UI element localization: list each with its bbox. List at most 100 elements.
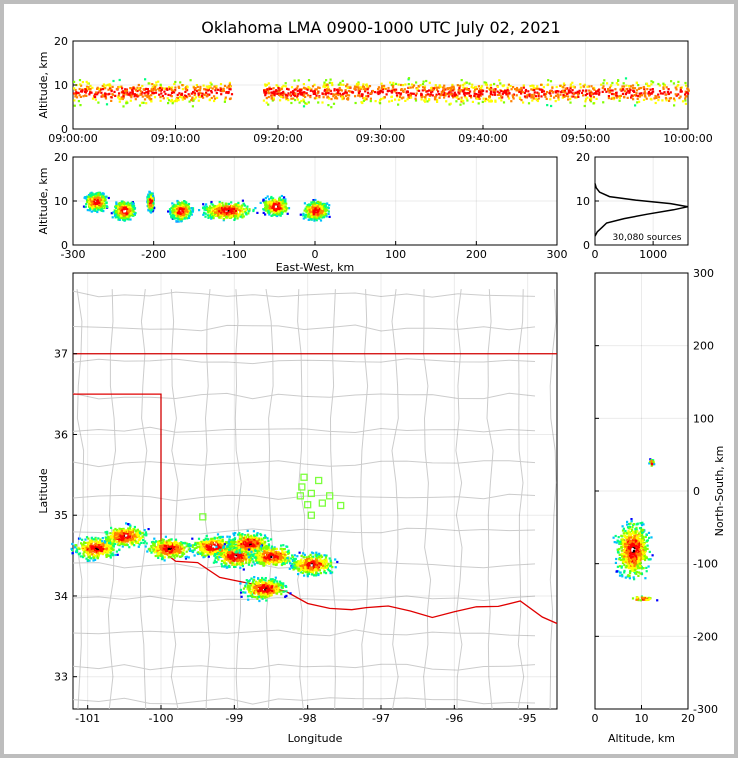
time-height-source xyxy=(302,83,305,86)
ew-height-source xyxy=(100,200,103,203)
time-height-xtick-label: 09:40:00 xyxy=(458,132,507,145)
plan-view-source xyxy=(105,554,108,557)
ew-height-source xyxy=(219,208,223,211)
time-height-source xyxy=(518,90,521,93)
plan-view-source xyxy=(96,555,99,558)
time-height-source xyxy=(209,81,212,84)
ew-height-source xyxy=(308,208,311,211)
time-height-source xyxy=(487,98,490,102)
ew-height-source xyxy=(106,205,109,208)
time-height-source xyxy=(391,88,394,91)
time-height-source xyxy=(603,79,606,82)
ew-height-source xyxy=(186,210,189,213)
time-height-source xyxy=(98,87,101,91)
time-height-xtick-label: 09:30:00 xyxy=(356,132,405,145)
time-height-source xyxy=(439,85,442,88)
time-height-source xyxy=(381,91,384,94)
ew-height-source xyxy=(312,213,315,216)
time-height-source xyxy=(382,97,385,100)
ew-height-source xyxy=(308,210,312,213)
ew-height-source xyxy=(99,195,102,198)
time-height-source xyxy=(533,93,536,96)
ew-height-source xyxy=(326,202,329,205)
ew-height-source xyxy=(309,216,312,219)
time-height-source xyxy=(531,88,535,92)
time-height-source xyxy=(333,94,336,97)
ew-height-source xyxy=(264,207,267,210)
time-height-source xyxy=(393,88,396,91)
ew-height-source xyxy=(147,200,150,203)
time-height-source xyxy=(268,86,271,89)
ew-height-source xyxy=(121,201,124,204)
time-height-source xyxy=(185,86,188,89)
ew-height-source xyxy=(93,198,96,201)
time-height-source xyxy=(553,96,556,99)
time-height-source xyxy=(161,94,164,98)
altitude-histogram-xtick-label: 0 xyxy=(592,248,599,261)
ew-height-source xyxy=(315,219,318,222)
ew-height-source xyxy=(191,210,194,213)
time-height-source xyxy=(305,92,308,95)
ew-height-source xyxy=(322,216,325,219)
time-height-source xyxy=(214,87,217,90)
plan-view-source xyxy=(78,552,82,555)
time-height-source xyxy=(103,85,106,88)
time-height-source xyxy=(512,97,515,100)
time-height-source xyxy=(453,91,456,94)
ew-height-source xyxy=(82,205,86,208)
time-height-source xyxy=(580,91,584,94)
time-height-source xyxy=(570,95,573,98)
ew-height-source xyxy=(315,213,318,216)
time-height-source xyxy=(327,88,330,91)
time-height-source xyxy=(177,85,180,88)
time-height-source xyxy=(583,83,586,86)
time-height-source xyxy=(494,100,497,103)
time-height-source xyxy=(136,93,139,96)
ew-height-source xyxy=(116,211,119,214)
ew-height-source xyxy=(130,207,133,210)
plan-view-source xyxy=(114,553,117,557)
time-height-source xyxy=(667,92,670,96)
ew-height-source xyxy=(175,220,178,223)
ew-height-source xyxy=(119,207,122,210)
ew-height-source xyxy=(127,215,130,218)
ew-height-source xyxy=(327,212,330,215)
ew-height-source xyxy=(125,217,128,220)
time-height-source xyxy=(75,96,79,99)
time-height-source xyxy=(337,89,340,92)
ew-height-source xyxy=(130,201,133,204)
time-height-source xyxy=(199,92,202,95)
time-height-source xyxy=(210,91,213,94)
time-height-source xyxy=(384,87,387,90)
time-height-source xyxy=(381,88,385,91)
time-height-source xyxy=(369,97,372,100)
time-height-source xyxy=(632,98,635,101)
time-height-source xyxy=(157,80,160,83)
time-height-source xyxy=(230,93,234,96)
time-height-source xyxy=(214,89,217,92)
time-height-source xyxy=(170,88,173,91)
time-height-source xyxy=(428,99,431,102)
time-height-source xyxy=(376,91,379,94)
ew-height-source xyxy=(286,207,289,210)
time-height-source xyxy=(209,85,212,88)
time-height-source xyxy=(515,88,518,91)
ew-height-source xyxy=(126,215,129,218)
time-height-source xyxy=(494,88,497,91)
ew-height-source xyxy=(103,206,106,210)
time-height-source xyxy=(85,94,88,97)
time-height-source xyxy=(578,89,581,92)
ew-height-source xyxy=(323,208,326,211)
ew-height-source xyxy=(100,197,103,200)
time-height-source xyxy=(533,91,536,94)
plan-view-source xyxy=(93,544,96,547)
time-height-source xyxy=(448,91,451,94)
time-height-source xyxy=(357,87,360,90)
time-height-source xyxy=(450,93,453,96)
time-height-source xyxy=(298,91,302,94)
time-height-source xyxy=(155,84,158,87)
ew-height-source xyxy=(207,216,210,219)
time-height-source xyxy=(540,83,543,86)
time-height-source xyxy=(674,86,677,89)
time-height-source xyxy=(107,88,110,91)
